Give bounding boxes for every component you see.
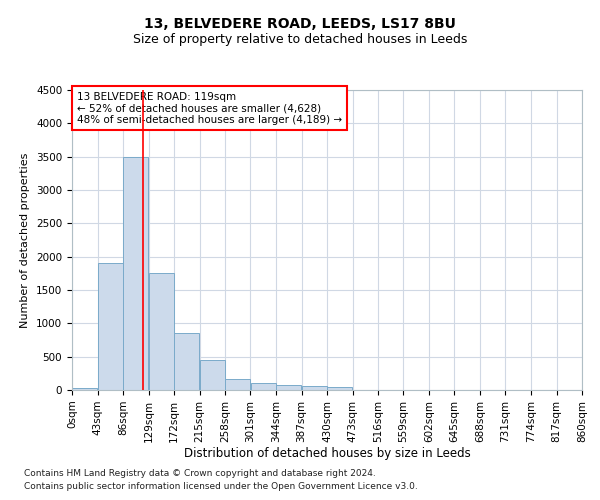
Bar bbox=[174, 334, 199, 390]
Bar bbox=[302, 386, 327, 390]
Text: Contains HM Land Registry data © Crown copyright and database right 2024.: Contains HM Land Registry data © Crown c… bbox=[24, 468, 376, 477]
Text: Contains public sector information licensed under the Open Government Licence v3: Contains public sector information licen… bbox=[24, 482, 418, 491]
Text: 13 BELVEDERE ROAD: 119sqm
← 52% of detached houses are smaller (4,628)
48% of se: 13 BELVEDERE ROAD: 119sqm ← 52% of detac… bbox=[77, 92, 342, 124]
Bar bbox=[72, 388, 97, 390]
Bar bbox=[200, 360, 225, 390]
Bar bbox=[225, 379, 250, 390]
Bar bbox=[149, 274, 174, 390]
Text: 13, BELVEDERE ROAD, LEEDS, LS17 8BU: 13, BELVEDERE ROAD, LEEDS, LS17 8BU bbox=[144, 18, 456, 32]
Bar bbox=[251, 384, 276, 390]
Bar bbox=[123, 156, 148, 390]
X-axis label: Distribution of detached houses by size in Leeds: Distribution of detached houses by size … bbox=[184, 448, 470, 460]
Y-axis label: Number of detached properties: Number of detached properties bbox=[20, 152, 31, 328]
Bar bbox=[276, 386, 301, 390]
Bar bbox=[98, 264, 123, 390]
Text: Size of property relative to detached houses in Leeds: Size of property relative to detached ho… bbox=[133, 32, 467, 46]
Bar bbox=[327, 388, 352, 390]
